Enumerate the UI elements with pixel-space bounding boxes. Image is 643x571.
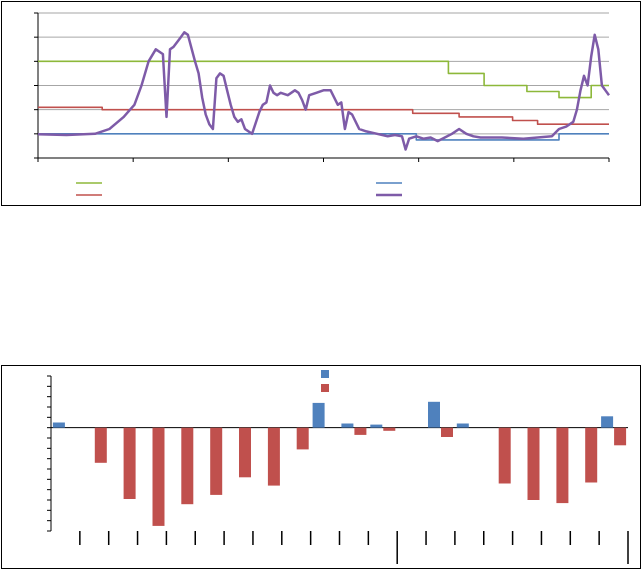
bar-s1-19 — [614, 427, 627, 446]
bar-s0-19 — [601, 416, 614, 428]
bar-s1-16 — [527, 427, 540, 500]
bar-s1-15 — [498, 427, 511, 484]
bar-s1-5 — [210, 427, 223, 495]
bar-s0-9 — [312, 402, 325, 428]
bar-s1-18 — [585, 427, 598, 483]
bar-chart-panel — [1, 365, 641, 569]
bar-s1-3 — [152, 427, 165, 526]
bar-s1-17 — [556, 427, 569, 504]
bar-s1-6 — [239, 427, 251, 478]
series-line-3 — [37, 31, 611, 151]
legend-marker-1 — [321, 384, 329, 392]
bar-s1-11 — [383, 427, 396, 431]
bar-s0-0 — [52, 422, 65, 428]
bar-chart — [47, 370, 629, 564]
series-line-1 — [38, 106, 609, 125]
bar-s0-13 — [428, 401, 440, 428]
series-line-0 — [38, 60, 609, 99]
legend-marker-0 — [321, 370, 329, 378]
bar-s1-8 — [296, 427, 309, 450]
bar-s1-7 — [267, 427, 280, 486]
bar-s0-14 — [456, 423, 469, 428]
bar-s1-13 — [441, 427, 453, 437]
bar-s0-11 — [370, 424, 383, 428]
line-chart — [34, 12, 611, 197]
bar-s1-2 — [123, 427, 136, 499]
bar-s1-1 — [94, 427, 107, 463]
bar-s1-10 — [354, 427, 367, 435]
line-chart-panel — [1, 1, 641, 206]
series-line-2 — [38, 133, 609, 141]
bar-s1-4 — [181, 427, 194, 505]
bar-s0-10 — [341, 423, 354, 428]
